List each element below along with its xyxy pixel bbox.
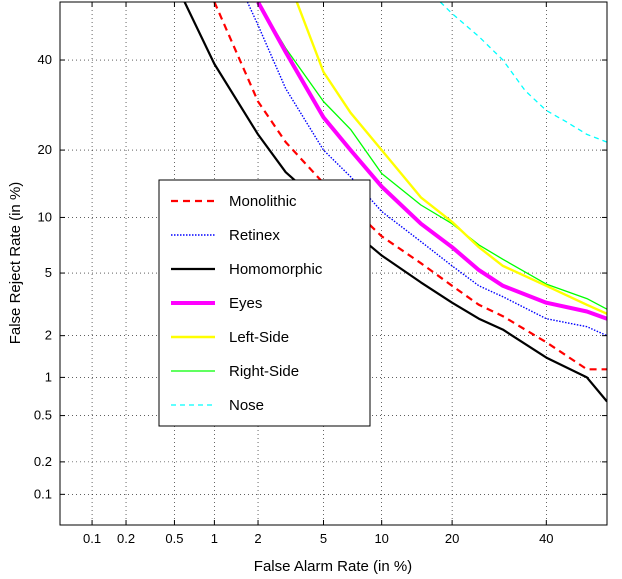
series-line-right-side (257, 2, 607, 310)
legend-label-retinex: Retinex (229, 227, 280, 244)
x-tick-label: 20 (445, 531, 459, 546)
legend: Monolithic Retinex Homomorphic Eyes Left-Sid… (158, 179, 371, 427)
series-line-retinex (246, 2, 607, 337)
y-tick-label: 0.2 (34, 454, 52, 469)
x-tick-label: 0.5 (165, 531, 183, 546)
x-tick-label: 1 (211, 531, 218, 546)
legend-label-left-side: Left-Side (229, 329, 289, 346)
x-tick-label: 2 (254, 531, 261, 546)
legend-label-nose: Nose (229, 397, 264, 414)
y-tick-label: 2 (45, 328, 52, 343)
y-tick-label: 0.1 (34, 486, 52, 501)
x-axis-label: False Alarm Rate (in %) (254, 558, 412, 575)
legend-label-monolithic: Monolithic (229, 193, 297, 210)
series-line-eyes (256, 2, 607, 321)
series-line-homomorphic (183, 2, 607, 403)
y-tick-label: 5 (45, 265, 52, 280)
legend-label-right-side: Right-Side (229, 363, 299, 380)
plot-frame (59, 1, 608, 526)
series-line-nose (439, 2, 607, 143)
y-tick-label: 1 (45, 369, 52, 384)
x-tick-label: 10 (374, 531, 388, 546)
y-tick-label: 40 (38, 52, 52, 67)
x-tick-label: 40 (539, 531, 553, 546)
ticks: 0.1 0.2 0.5 1 2 5 10 20 40 0.1 0.2 0.5 1 2 5 10 20 40 (34, 2, 607, 546)
series-layer (183, 2, 607, 403)
series-line-monolithic (213, 2, 607, 371)
y-axis-label: False Reject Rate (in %) (7, 182, 24, 345)
y-tick-label: 10 (38, 209, 52, 224)
x-tick-label: 0.1 (83, 531, 101, 546)
y-tick-label: 0.5 (34, 408, 52, 423)
x-tick-label: 5 (320, 531, 327, 546)
series-line-left-side (295, 2, 607, 315)
x-tick-label: 0.2 (117, 531, 135, 546)
legend-label-eyes: Eyes (229, 295, 262, 312)
y-tick-label: 20 (38, 142, 52, 157)
legend-label-homomorphic: Homomorphic (229, 261, 323, 278)
